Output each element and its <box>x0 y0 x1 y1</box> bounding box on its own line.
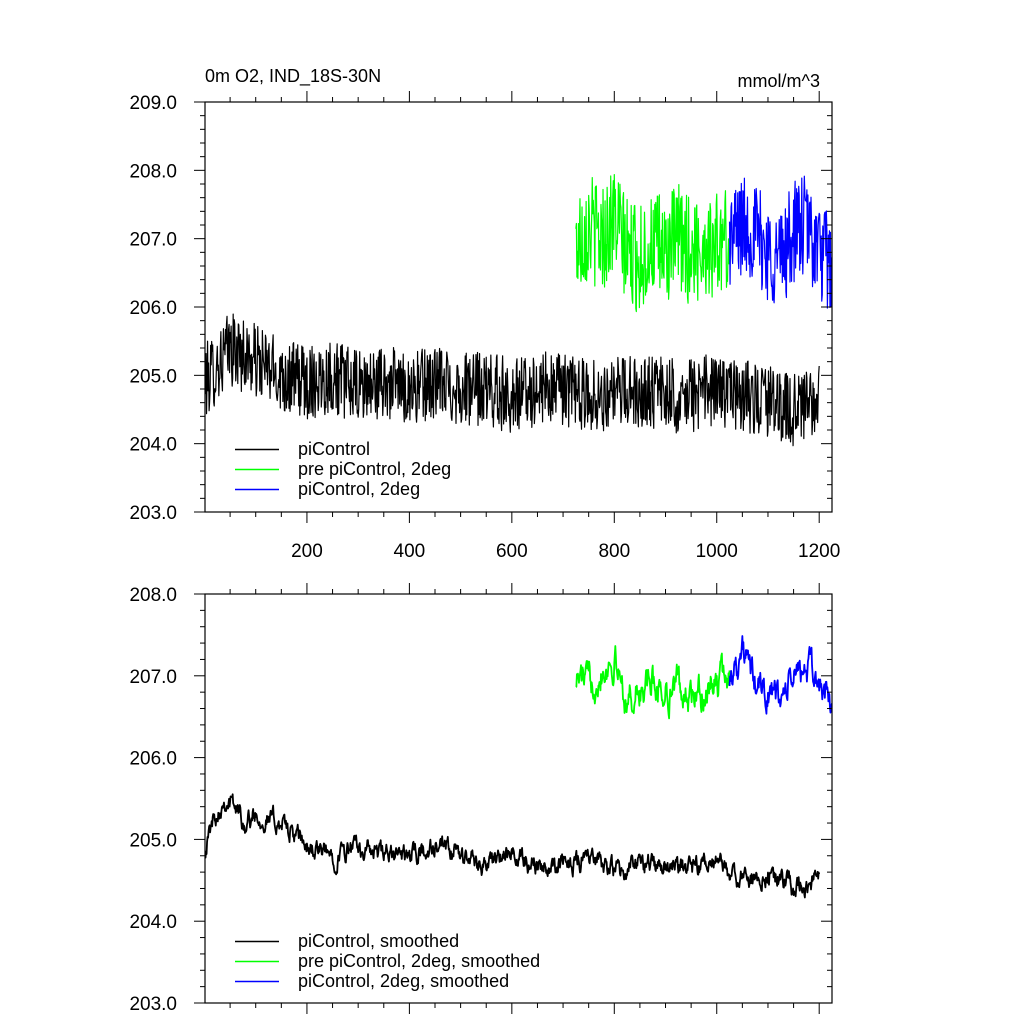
y-tick-label: 205.0 <box>129 366 177 387</box>
legend-label-1: piControl <box>298 439 370 459</box>
legend-label-2: pre piControl, 2deg, smoothed <box>298 951 540 971</box>
y-tick-label: 207.0 <box>129 667 177 688</box>
legend-label-3: piControl, 2deg, smoothed <box>298 971 509 991</box>
panel-top: 0m O2, IND_18S-30N mmol/m^3 200 400 600 800… <box>129 66 840 562</box>
y-tick-label: 207.0 <box>129 230 177 251</box>
panel-top-title: 0m O2, IND_18S-30N <box>205 66 381 87</box>
series-line-2 <box>575 645 731 720</box>
y-tick-label: 206.0 <box>129 749 177 770</box>
y-tick-label: 203.0 <box>129 994 177 1015</box>
x-tick-label: 400 <box>394 541 426 562</box>
y-tick-label: 204.0 <box>129 435 177 456</box>
y-tick-label: 204.0 <box>129 912 177 933</box>
legend-label-3: piControl, 2deg <box>298 479 420 499</box>
panel-bottom: 203.0 204.0 205.0 206.0 207.0 208.0 piControl,… <box>129 583 833 1015</box>
y-tick-label: 203.0 <box>129 503 177 524</box>
series-line-1 <box>205 313 820 447</box>
legend-label-1: piControl, smoothed <box>298 931 459 951</box>
panel-top-units: mmol/m^3 <box>738 71 820 91</box>
series-line-3 <box>728 635 832 715</box>
y-tick-label: 209.0 <box>129 93 177 114</box>
y-tick-label: 206.0 <box>129 298 177 319</box>
series-line-1 <box>205 793 821 899</box>
x-tick-label: 1000 <box>696 541 738 562</box>
series-line-3 <box>728 175 832 309</box>
y-tick-label: 205.0 <box>129 830 177 851</box>
y-tick-label: 208.0 <box>129 585 177 606</box>
legend-label-2: pre piControl, 2deg <box>298 459 451 479</box>
x-tick-label: 800 <box>598 541 630 562</box>
series-line-2 <box>575 174 731 313</box>
x-tick-label: 600 <box>496 541 528 562</box>
x-tick-label: 1200 <box>798 541 840 562</box>
y-tick-label: 208.0 <box>129 161 177 182</box>
plot-frame <box>204 593 833 1004</box>
x-tick-label: 200 <box>291 541 323 562</box>
